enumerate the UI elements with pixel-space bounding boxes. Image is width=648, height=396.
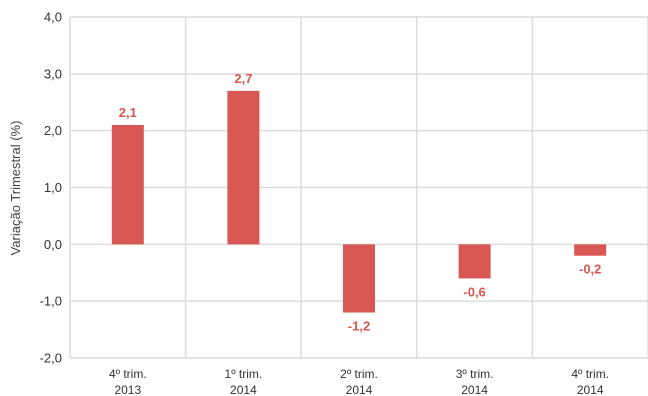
x-tick-label-year: 2014 (461, 383, 488, 396)
x-tick-label: 4º trim. (109, 367, 147, 381)
data-label: 2,7 (234, 71, 252, 86)
x-tick-label-year: 2014 (346, 383, 373, 396)
y-tick-label: -1,0 (40, 294, 62, 309)
x-tick-label: 2º trim. (340, 367, 378, 381)
data-label: -0,6 (463, 284, 485, 299)
y-tick-label: 3,0 (44, 66, 62, 81)
data-label: -1,2 (348, 319, 370, 334)
bar (458, 244, 491, 279)
x-tick-label-year: 2013 (114, 383, 141, 396)
data-label: 2,1 (119, 105, 137, 120)
bar (227, 90, 260, 245)
bar (343, 244, 375, 313)
y-tick-label: 2,0 (44, 123, 62, 138)
y-tick-labels: -2,0 -1,0 0,0 1,0 2,0 3,0 4,0 (40, 10, 62, 366)
data-label: -0,2 (579, 262, 601, 277)
y-tick-label: -2,0 (40, 351, 62, 366)
data-labels: 2,1 2,7 -1,2 -0,6 -0,2 (119, 71, 602, 334)
x-tick-label: 3º trim. (456, 367, 494, 381)
y-tick-label: 1,0 (44, 180, 62, 195)
x-tick-label: 4º trim. (571, 367, 609, 381)
x-tick-label-year: 2014 (577, 383, 604, 396)
x-tick-label: 1º trim. (225, 367, 263, 381)
y-axis-title: Variação Trimestral (%) (8, 121, 23, 256)
y-tick-label: 0,0 (44, 237, 62, 252)
grid-lines (69, 16, 648, 359)
y-tick-label: 4,0 (44, 10, 62, 25)
bar (574, 244, 607, 256)
x-tick-labels: 4º trim. 2013 1º trim. 2014 2º trim. 2014 3º t… (109, 367, 609, 396)
bars (111, 90, 607, 313)
x-tick-label-year: 2014 (230, 383, 257, 396)
bar (111, 124, 144, 245)
